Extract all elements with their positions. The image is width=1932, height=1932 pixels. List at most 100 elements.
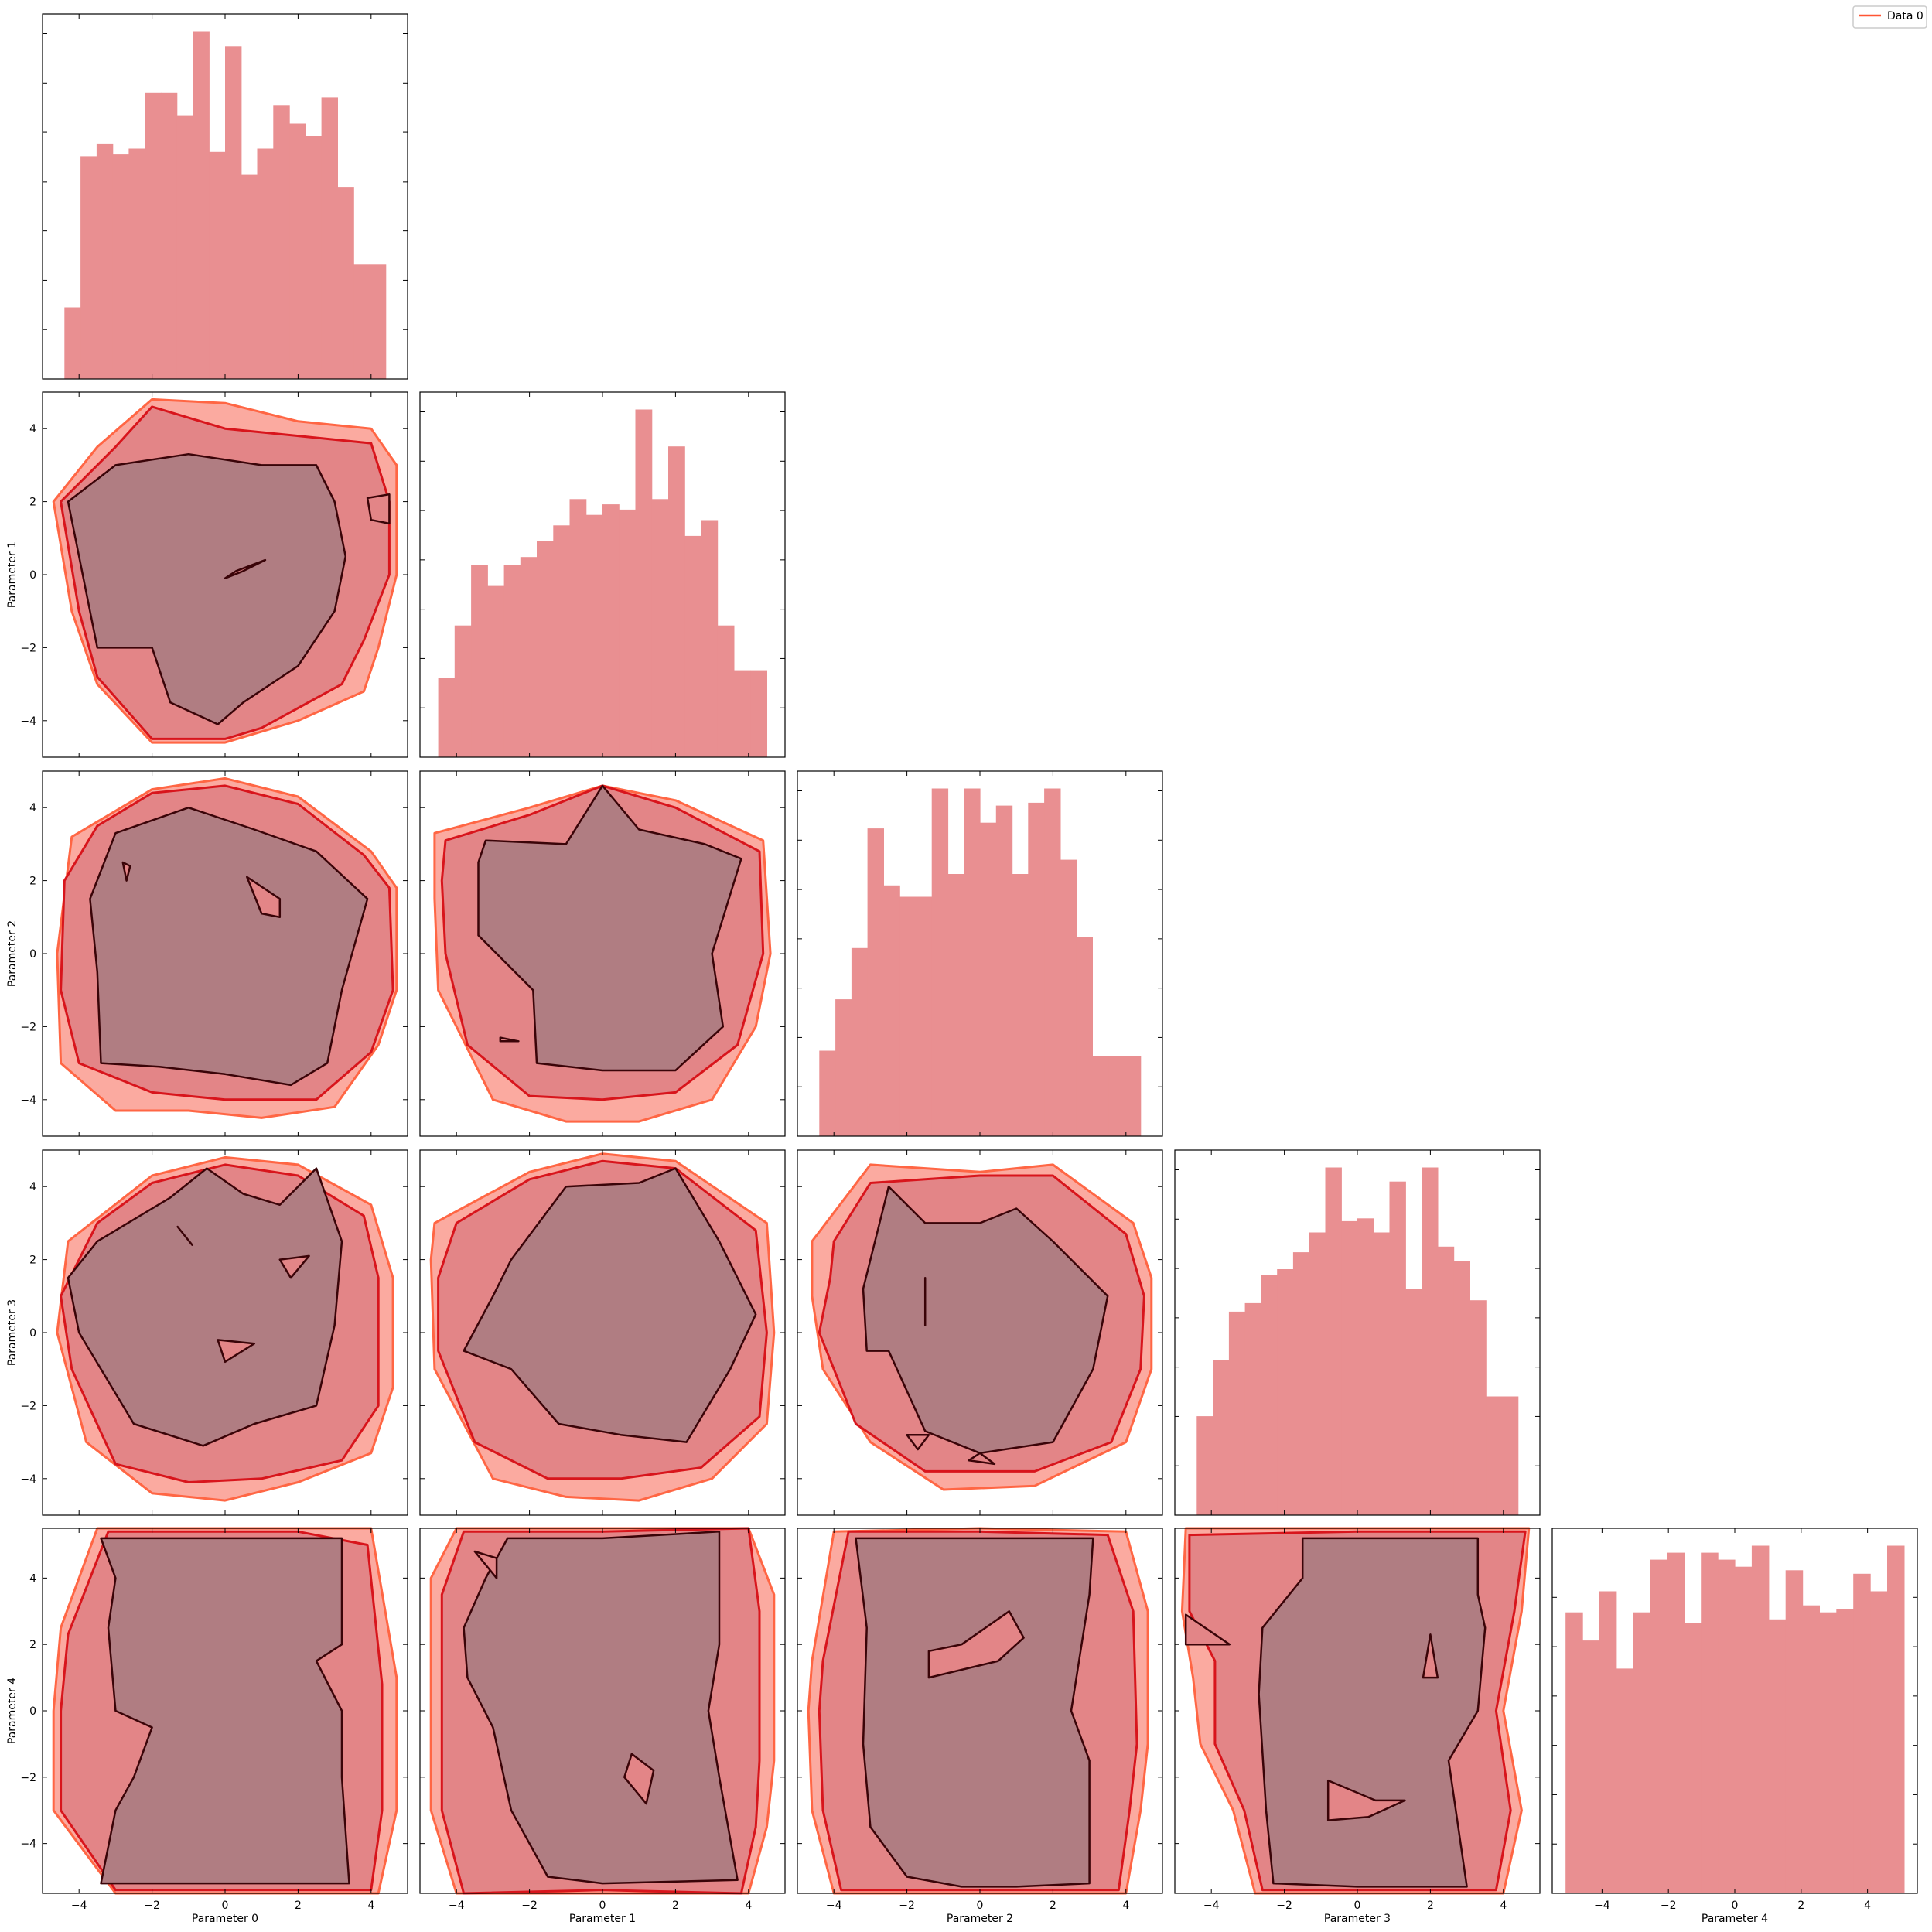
- panel-2-0: −4 −2 0 2 4 Parameter 2: [6, 770, 408, 1137]
- y-tick-label: 0: [29, 948, 36, 961]
- x-tick-label: 0: [1354, 1900, 1361, 1912]
- panel-3-3: [1174, 1149, 1541, 1516]
- panel-4-1: −4 −2 0 2 4 Parameter 1: [419, 1527, 786, 1925]
- x-tick-label: 2: [672, 1900, 679, 1912]
- hist-bar: [1373, 1232, 1391, 1515]
- hist-bar: [537, 541, 554, 757]
- contour-island: [224, 558, 267, 579]
- hist-bar: [569, 499, 587, 757]
- y-axis-label: Parameter 3: [6, 1299, 19, 1366]
- hist-bar: [835, 999, 852, 1136]
- hist-bar: [1092, 1056, 1109, 1136]
- y-axis-label: Parameter 1: [6, 541, 19, 608]
- hist-bar: [1060, 859, 1077, 1136]
- x-tick-label: 4: [1122, 1900, 1129, 1912]
- hist-bar: [1124, 1056, 1142, 1136]
- x-tick-label: 4: [367, 1900, 374, 1912]
- y-tick-label: 0: [29, 1327, 36, 1340]
- contour-inner: [67, 1167, 343, 1447]
- hist-bar: [619, 509, 636, 757]
- hist-bar: [305, 136, 323, 379]
- hist-bar: [1718, 1559, 1736, 1893]
- hist-bar: [1389, 1181, 1406, 1515]
- hist-bar: [503, 565, 521, 757]
- hist-bar: [553, 525, 571, 757]
- x-tick-label: −4: [71, 1900, 87, 1912]
- hist-bar: [1582, 1640, 1600, 1893]
- hist-bar: [112, 154, 129, 379]
- y-tick-label: 4: [29, 802, 36, 814]
- hist-bar: [1044, 788, 1061, 1136]
- y-tick-label: −4: [20, 1838, 36, 1851]
- contour-inner: [89, 806, 369, 1087]
- hist-bar: [964, 788, 981, 1136]
- hist-bar: [1357, 1218, 1374, 1515]
- hist-bar: [1325, 1167, 1342, 1515]
- x-tick-label: −4: [826, 1900, 842, 1912]
- hist-bar: [1108, 1056, 1125, 1136]
- hist-bar: [193, 31, 210, 379]
- hist-bar: [454, 625, 472, 757]
- x-tick-label: 0: [222, 1900, 229, 1912]
- hist-bar: [1277, 1269, 1294, 1515]
- contour-island: [121, 861, 131, 882]
- contour-island: [176, 1225, 193, 1246]
- panel-1-0: −4 −2 0 2 4 Parameter 1: [6, 391, 408, 758]
- hist-bar: [931, 788, 949, 1136]
- hist-bar: [369, 264, 387, 379]
- hist-bar: [1616, 1668, 1634, 1893]
- hist-bar: [241, 174, 258, 379]
- panel-0-0: [42, 13, 408, 380]
- contour-island: [473, 1550, 498, 1579]
- hist-bar: [1309, 1232, 1326, 1515]
- y-tick-label: 4: [29, 1181, 36, 1193]
- x-tick-label: 0: [977, 1900, 984, 1912]
- hist-bar: [883, 885, 900, 1136]
- hist-bar: [353, 264, 370, 379]
- hist-bar: [64, 307, 81, 379]
- hist-bar: [1213, 1360, 1230, 1515]
- hist-bar: [1768, 1619, 1787, 1893]
- x-tick-label: −2: [899, 1900, 915, 1912]
- hist-bar: [819, 1050, 836, 1136]
- corner-panels: −4 −2 0 2 4 Parameter 1 −4 −2 0 2 4 Parameter 2 −4 −2…: [6, 13, 1918, 1925]
- hist-bar: [1887, 1545, 1905, 1893]
- hist-bar: [750, 670, 767, 757]
- panel-4-4: −4 −2 0 2 4 Parameter 4: [1551, 1528, 1918, 1925]
- panel-3-1: [419, 1149, 786, 1516]
- contour-inner: [463, 1531, 739, 1885]
- x-axis-label: Parameter 4: [1702, 1913, 1768, 1925]
- hist-bar: [1853, 1573, 1871, 1893]
- hist-bar: [1028, 802, 1045, 1136]
- hist-bar: [1196, 1416, 1213, 1515]
- contour-island: [968, 1452, 996, 1466]
- y-tick-label: −4: [20, 1473, 36, 1486]
- y-tick-label: 2: [29, 1254, 36, 1267]
- y-tick-label: 2: [29, 497, 36, 509]
- x-tick-label: −2: [521, 1900, 538, 1912]
- hist-bar: [1228, 1311, 1246, 1515]
- hist-bar: [851, 947, 869, 1136]
- hist-bar: [1633, 1612, 1651, 1893]
- x-tick-label: −4: [449, 1900, 465, 1912]
- hist-bar: [1565, 1612, 1583, 1893]
- hist-bar: [1469, 1300, 1487, 1515]
- hist-bar: [1599, 1591, 1617, 1893]
- panel-3-0: −4 −2 0 2 4 Parameter 3: [6, 1149, 408, 1516]
- y-axis-label: Parameter 4: [6, 1678, 19, 1744]
- y-tick-label: −2: [20, 1021, 36, 1033]
- hist-bar: [1751, 1545, 1770, 1893]
- hist-bar: [585, 514, 603, 757]
- y-tick-label: 2: [29, 1639, 36, 1651]
- hist-bar: [128, 148, 145, 379]
- contour-inner: [463, 1167, 757, 1443]
- panel-1-1: [419, 391, 786, 758]
- hist-bar: [1870, 1591, 1888, 1893]
- hist-bar: [1292, 1252, 1310, 1515]
- hist-bar: [635, 409, 653, 757]
- hist-bar: [273, 105, 290, 380]
- contour-island: [278, 1254, 310, 1279]
- x-tick-label: 0: [1732, 1900, 1739, 1912]
- hist-bar: [487, 585, 505, 757]
